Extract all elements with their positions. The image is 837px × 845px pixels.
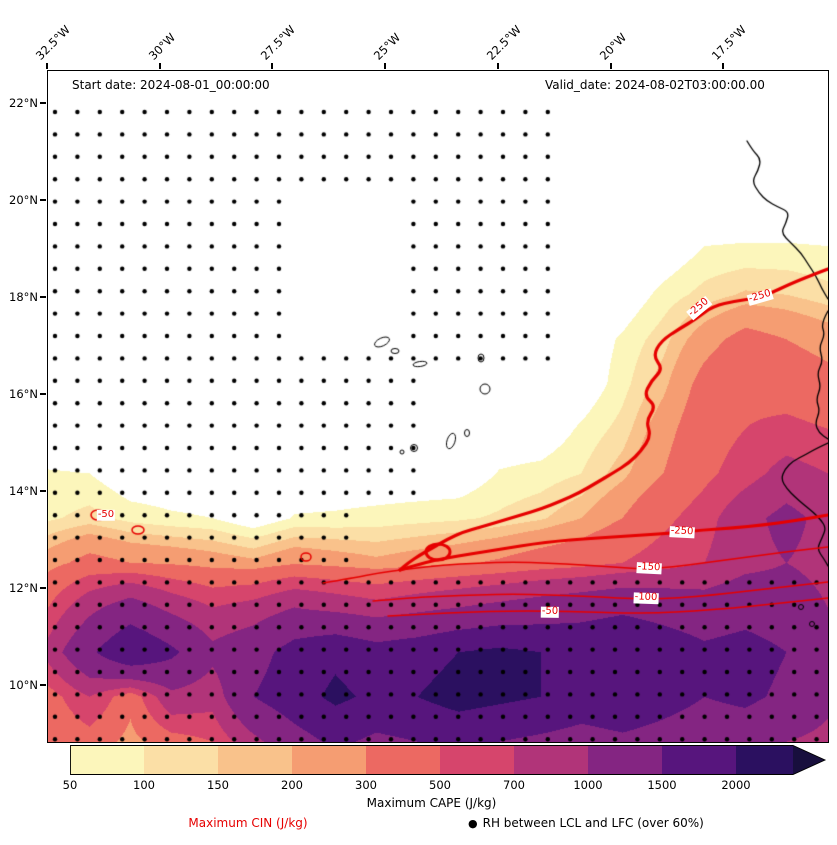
colorbar-tick-label: 2000 (721, 778, 751, 792)
x-tick-mark (497, 63, 499, 69)
y-tick-mark (40, 587, 46, 589)
x-tick-label: 32.5°W (32, 22, 73, 63)
colorbar-tick-label: 500 (429, 778, 451, 792)
x-tick-mark (610, 63, 612, 69)
start-date-label: Start date: 2024-08-01_00:00:00 (72, 78, 270, 92)
cin-legend-label: Maximum CIN (J/kg) (188, 816, 308, 830)
x-tick-mark (722, 63, 724, 69)
colorbar-tick-label: 100 (133, 778, 155, 792)
x-tick-mark (384, 63, 386, 69)
colorbar-tick-label: 300 (355, 778, 377, 792)
y-tick-mark (40, 490, 46, 492)
y-tick-label: 18°N (9, 290, 38, 304)
y-tick-mark (40, 393, 46, 395)
y-tick-mark (40, 296, 46, 298)
colorbar: 50 100 150 200 300 500 700 1000 1500 2000 Maximum… (63, 745, 836, 823)
colorbar-tick-label: 1000 (573, 778, 603, 792)
colorbar-gradient (70, 745, 827, 775)
cin-contour-label: -100 (633, 591, 659, 604)
y-tick-label: 16°N (9, 387, 38, 401)
y-tick-mark (40, 684, 46, 686)
colorbar-title: Maximum CAPE (J/kg) (366, 796, 497, 810)
x-tick-label: 30°W (145, 30, 179, 63)
cin-contour-label: -250 (669, 525, 695, 538)
rh-legend: ● RH between LCL and LFC (over 60%) (468, 816, 704, 830)
x-tick-mark (159, 63, 161, 69)
rh-legend-label: RH between LCL and LFC (over 60%) (482, 816, 704, 830)
map-canvas (48, 71, 828, 742)
cin-contour-label: -50 (540, 605, 560, 618)
x-tick-label: 22.5°W (483, 22, 524, 63)
valid-date-label: Valid_date: 2024-08-02T03:00:00.00 (545, 78, 765, 92)
dot-marker-icon: ● (468, 817, 478, 830)
x-tick-mark (46, 63, 48, 69)
y-tick-mark (40, 102, 46, 104)
map-plot-area: -250 -250 -250 -150 -100 -50 -50 (47, 70, 829, 743)
y-tick-label: 22°N (9, 96, 38, 110)
x-tick-label: 20°W (596, 30, 630, 63)
colorbar-tick-label: 150 (207, 778, 229, 792)
cin-contour-label: -50 (96, 508, 116, 521)
x-tick-label: 17.5°W (708, 22, 749, 63)
colorbar-tick-label: 700 (503, 778, 525, 792)
y-tick-label: 10°N (9, 678, 38, 692)
x-tick-label: 27.5°W (257, 22, 298, 63)
cin-contour-label: -150 (636, 561, 662, 574)
x-tick-mark (271, 63, 273, 69)
colorbar-tick-label: 1500 (647, 778, 677, 792)
y-tick-label: 14°N (9, 484, 38, 498)
colorbar-tick-label: 200 (281, 778, 303, 792)
y-tick-label: 12°N (9, 581, 38, 595)
y-tick-mark (40, 199, 46, 201)
x-tick-label: 25°W (370, 30, 404, 63)
y-tick-label: 20°N (9, 193, 38, 207)
colorbar-tick-label: 50 (62, 778, 78, 792)
